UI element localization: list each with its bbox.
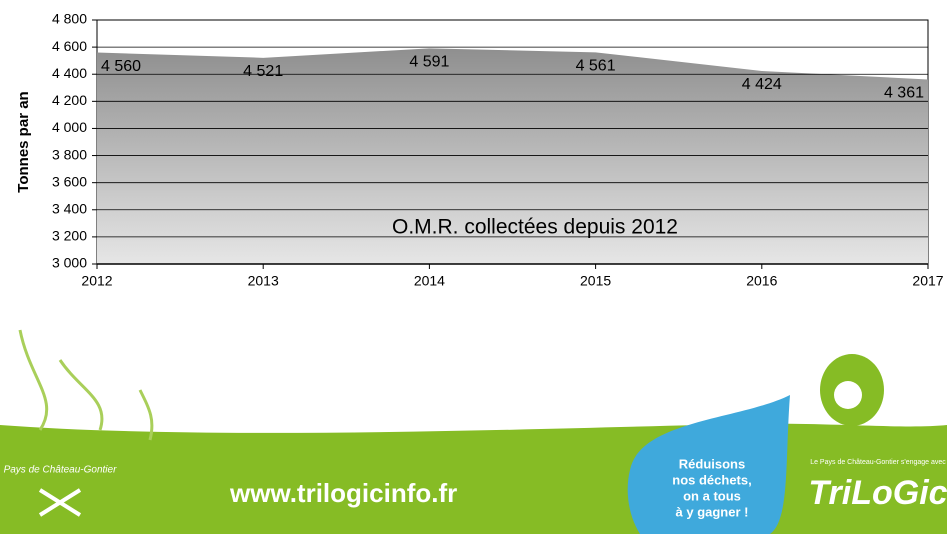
data-label: 4 361 xyxy=(884,85,924,102)
chart: 3 000 3 200 3 400 3 600 3 800 4 000 4 200 4 400… xyxy=(15,11,944,289)
data-label: 4 591 xyxy=(409,54,449,71)
x-tick-label: 2014 xyxy=(414,273,445,289)
brand: TriLoGic xyxy=(808,474,947,512)
url: www.trilogicinfo.fr xyxy=(229,478,457,508)
annotation: O.M.R. collectées depuis 2012 xyxy=(392,216,678,239)
x-tick-label: 2012 xyxy=(81,273,112,289)
slogan: on a tous xyxy=(683,488,741,503)
y-tick-label: 3 200 xyxy=(52,228,87,244)
chick-eye xyxy=(834,381,862,409)
y-tick-label: 3 000 xyxy=(52,255,87,271)
data-label: 4 561 xyxy=(576,58,616,75)
slide: 3 000 3 200 3 400 3 600 3 800 4 000 4 200 4 400… xyxy=(0,0,947,534)
y-tick-label: 4 200 xyxy=(52,92,87,108)
y-tick-label: 3 600 xyxy=(52,173,87,189)
y-tick-label: 3 800 xyxy=(52,146,87,162)
slogan: à y gagner ! xyxy=(676,504,749,519)
y-tick-label: 4 800 xyxy=(52,11,87,27)
green-band xyxy=(0,424,947,534)
y-tick-label: 4 600 xyxy=(52,38,87,54)
x-tick-label: 2013 xyxy=(248,273,279,289)
y-tick-label: 3 400 xyxy=(52,200,87,216)
data-label: 4 521 xyxy=(243,63,283,80)
slogan: Réduisons xyxy=(679,456,745,471)
y-axis-title: Tonnes par an xyxy=(15,91,32,192)
y-tick-label: 4 400 xyxy=(52,65,87,81)
logo-text: Pays de Château-Gontier xyxy=(4,465,118,476)
x-tick-label: 2017 xyxy=(912,273,943,289)
x-tick-label: 2016 xyxy=(746,273,777,289)
data-label: 4 424 xyxy=(742,76,782,93)
tagline: Le Pays de Château-Gontier s'engage avec xyxy=(810,459,946,466)
slogan: nos déchets, xyxy=(672,472,751,487)
x-tick-label: 2015 xyxy=(580,273,611,289)
data-label: 4 560 xyxy=(101,58,141,75)
y-tick-label: 4 000 xyxy=(52,119,87,135)
